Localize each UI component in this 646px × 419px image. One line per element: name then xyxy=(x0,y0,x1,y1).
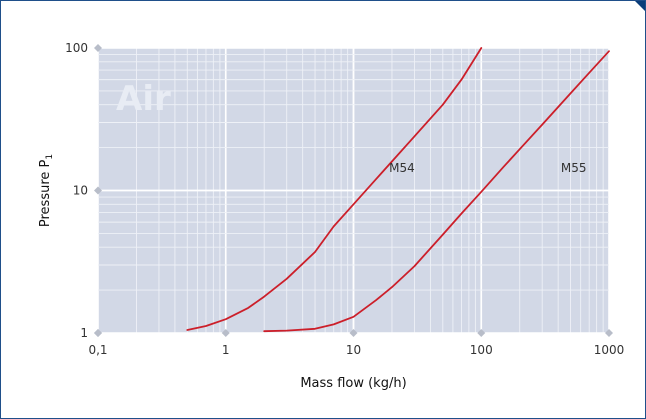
y-tick-marker xyxy=(94,186,102,195)
x-tick-label: 100 xyxy=(470,343,493,357)
series-label-m55: M55 xyxy=(561,161,587,175)
y-tick-label: 1 xyxy=(80,326,88,340)
x-tick-label: 0,1 xyxy=(88,343,107,357)
x-tick-label: 1 xyxy=(222,343,230,357)
y-tick-label: 10 xyxy=(73,184,88,198)
x-tick-label: 10 xyxy=(346,343,361,357)
x-tick-marker xyxy=(477,329,486,337)
y-tick-label: 100 xyxy=(65,41,88,55)
series-label-m54: M54 xyxy=(389,161,415,175)
x-tick-marker xyxy=(605,329,613,337)
tick-markers xyxy=(94,44,613,337)
y-axis-label-subscript: 1 xyxy=(45,154,55,160)
y-tick-marker xyxy=(94,329,102,337)
grid xyxy=(97,47,610,334)
series-line-m54 xyxy=(186,47,483,331)
x-tick-marker xyxy=(349,329,358,337)
x-tick-label: 1000 xyxy=(594,343,625,357)
y-axis-label: Pressure P1 xyxy=(38,154,55,227)
x-tick-marker xyxy=(221,329,230,337)
y-axis-label-main: Pressure P xyxy=(38,159,53,227)
x-axis-label: Mass flow (kg/h) xyxy=(300,376,406,391)
series-line-m55 xyxy=(263,50,610,333)
series-lines: M54 M55 xyxy=(186,47,610,333)
air-watermark: Air xyxy=(116,79,171,119)
corner-accent xyxy=(635,1,645,11)
y-tick-marker xyxy=(94,44,102,52)
